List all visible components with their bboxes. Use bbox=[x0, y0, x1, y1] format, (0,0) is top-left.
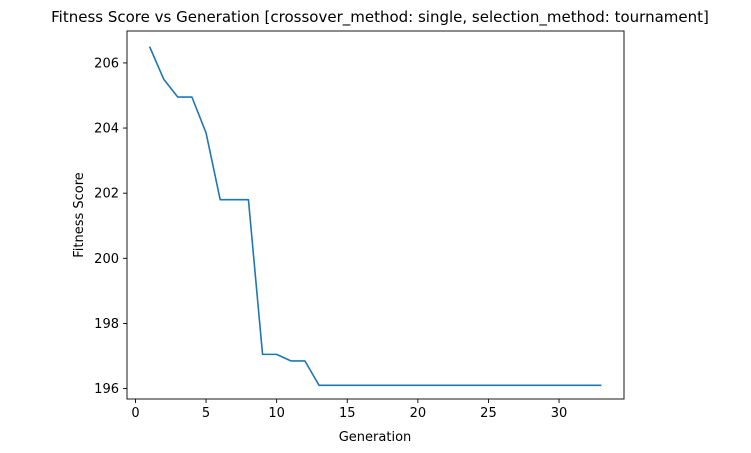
y-tick-label: 196 bbox=[94, 382, 119, 397]
y-tick-label: 198 bbox=[94, 317, 119, 332]
y-tick-label: 202 bbox=[94, 187, 119, 202]
x-tick-label: 0 bbox=[131, 406, 139, 421]
y-axis-label: Fitness Score bbox=[72, 172, 87, 258]
series-line bbox=[148, 46, 602, 387]
x-tick-label: 30 bbox=[551, 406, 568, 421]
x-tick-label: 25 bbox=[480, 406, 497, 421]
y-tick-label: 206 bbox=[94, 56, 119, 71]
x-tick-label: 15 bbox=[339, 406, 356, 421]
x-tick-label: 10 bbox=[268, 406, 285, 421]
chart-title: Fitness Score vs Generation [crossover_m… bbox=[51, 8, 709, 27]
y-tick-label: 204 bbox=[94, 122, 119, 137]
x-axis-label: Generation bbox=[339, 430, 412, 445]
y-tick-label: 200 bbox=[94, 252, 119, 267]
x-axis-ticks: 0 5 10 15 20 25 30 bbox=[131, 399, 567, 421]
y-axis-ticks: 196 198 200 202 204 206 bbox=[94, 56, 127, 397]
x-tick-label: 5 bbox=[202, 406, 210, 421]
x-tick-label: 20 bbox=[410, 406, 427, 421]
plot-frame bbox=[126, 30, 625, 400]
